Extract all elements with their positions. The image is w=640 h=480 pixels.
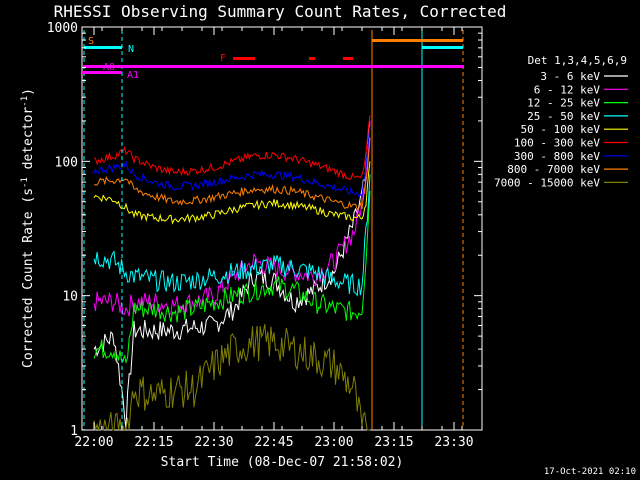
legend-label: 50 - 100 keV [521, 123, 601, 136]
flags-layer: S N F A0 A1 [82, 30, 464, 430]
series-line-3 [93, 174, 371, 297]
y-tick-label: 1 [70, 424, 78, 439]
series-line-5 [93, 115, 371, 181]
x-tick-label: 22:45 [254, 435, 293, 450]
y-axis-label: Corrected Count Rate (s-1 detector-1) [20, 88, 36, 368]
series-line-7 [93, 137, 371, 210]
y-tick-label: 10 [62, 290, 78, 305]
x-tick-label: 22:00 [74, 435, 113, 450]
x-axis: 22:00 22:15 22:30 22:45 23:00 23:15 23:30 [74, 27, 483, 450]
chart-title: RHESSI Observing Summary Count Rates, Co… [54, 2, 507, 21]
y-axis-label-sup1: -1 [20, 177, 30, 188]
legend-label: 6 - 12 keV [534, 83, 601, 96]
y-axis-label-mid: detector [21, 107, 36, 178]
a1-flag-bar [84, 65, 464, 68]
legend-title: Det 1,3,4,5,6,9 [528, 54, 627, 67]
flag-label-s: S [88, 36, 94, 47]
timestamp: 17-Oct-2021 02:10 [544, 467, 636, 477]
y-axis-label-sup2: -1 [20, 96, 30, 107]
legend-label: 3 - 6 keV [540, 70, 600, 83]
n-flag-bar [422, 46, 463, 49]
y-axis-label-main: Corrected Count Rate (s [21, 188, 36, 368]
y-tick-label: 1000 [47, 21, 78, 36]
legend-label: 300 - 800 keV [514, 150, 600, 163]
legend-label: 25 - 50 keV [527, 110, 600, 123]
series-line-1 [93, 120, 371, 317]
y-tick-label: 100 [55, 155, 78, 170]
legend-label: 100 - 300 keV [514, 137, 600, 150]
series-line-4 [93, 161, 371, 225]
x-tick-label: 23:15 [374, 435, 413, 450]
flag-label-a1: A1 [127, 70, 139, 81]
legend-label: 7000 - 15000 keV [494, 176, 600, 189]
series-line-0 [93, 120, 371, 430]
flag-label-a0: A0 [103, 62, 115, 73]
series-line-2 [93, 191, 371, 365]
s-flag-bar [372, 39, 463, 42]
a0-flag-bar [82, 71, 122, 74]
f-flag-bar [309, 57, 315, 60]
n-flag-bar [84, 46, 122, 49]
legend-label: 12 - 25 keV [527, 97, 600, 110]
x-axis-label: Start Time (08-Dec-07 21:58:02) [161, 455, 404, 470]
y-axis-label-end: ) [21, 88, 36, 96]
series-layer [93, 115, 371, 432]
series-line-8 [93, 323, 370, 432]
legend-label: 800 - 7000 keV [507, 163, 600, 176]
x-tick-label: 22:15 [134, 435, 173, 450]
x-tick-label: 22:30 [194, 435, 233, 450]
x-tick-label: 23:30 [434, 435, 473, 450]
f-flag-bar [233, 57, 255, 60]
f-flag-bar [343, 57, 353, 60]
y-axis: 1 10 100 1000 [47, 21, 482, 439]
flag-label-n: N [128, 44, 134, 55]
x-tick-label: 23:00 [314, 435, 353, 450]
series-line-6 [93, 126, 371, 198]
flag-label-f: F [220, 53, 226, 64]
